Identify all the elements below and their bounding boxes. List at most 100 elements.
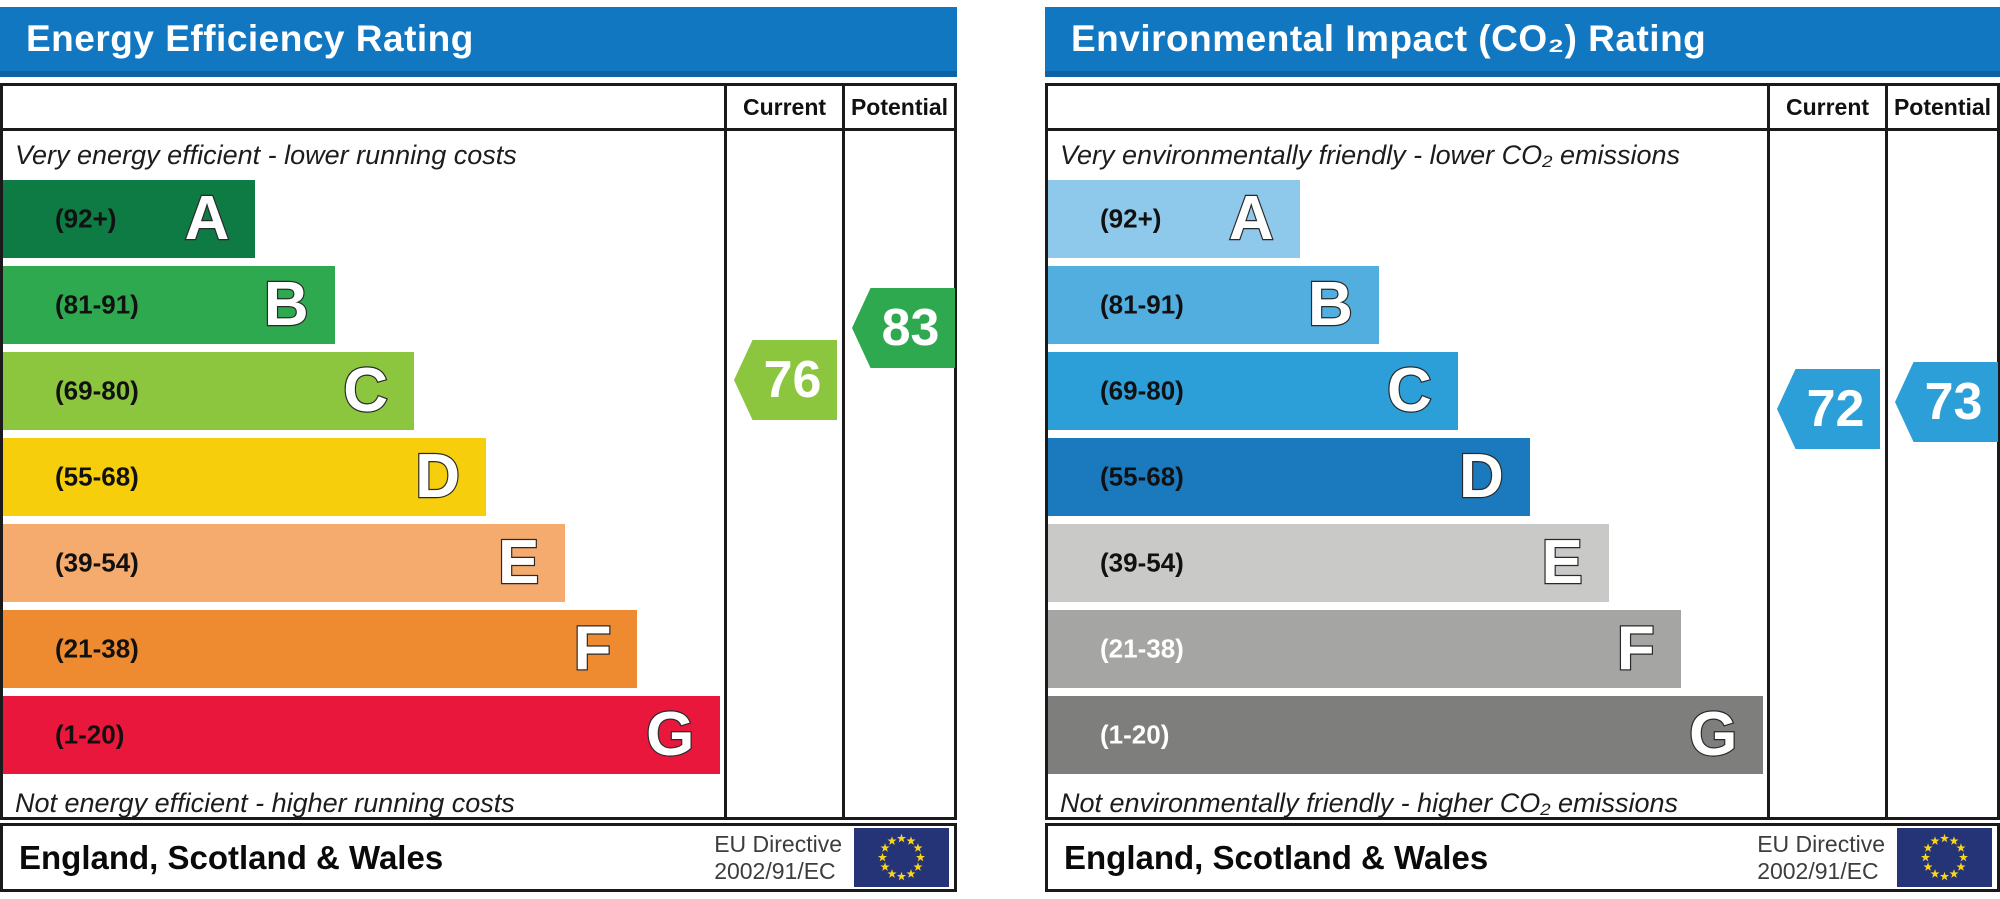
eu-flag-star	[1958, 852, 1969, 862]
band-range-label: (21-38)	[1100, 633, 1184, 664]
eu-flag-star	[896, 871, 907, 881]
eu-directive-line1: EU Directive	[1757, 831, 1885, 858]
band-range-label: (55-68)	[1100, 461, 1184, 492]
current-column-header: Current	[724, 86, 842, 131]
current-column: 72	[1767, 131, 1885, 817]
band-range-label: (92+)	[1100, 203, 1162, 234]
potential-column: 83	[842, 131, 955, 817]
eu-flag-star	[887, 836, 897, 845]
band-range-label: (1-20)	[1100, 719, 1170, 750]
eu-flag-star	[1949, 869, 1959, 878]
rating-bands: (92+) A (81-91) B (69-80) C (55-68) D (39-54) E (2…	[1048, 180, 1767, 774]
eu-flag-star	[887, 869, 897, 878]
chart-footer: England, Scotland & Wales EU Directive 2…	[1045, 823, 2000, 892]
band-range-label: (55-68)	[55, 461, 139, 492]
bottom-note: Not energy efficient - higher running co…	[15, 788, 515, 817]
band-range-label: (21-38)	[55, 633, 139, 664]
eu-flag-star	[1949, 836, 1959, 845]
band-c: (69-80) C	[1048, 352, 1458, 430]
eu-flag-star	[913, 843, 923, 852]
eu-flag-star	[877, 852, 888, 862]
eu-flag-star	[915, 852, 926, 862]
header-spacer	[3, 86, 724, 131]
band-f: (21-38) F	[1048, 610, 1681, 688]
eu-flag-star	[1920, 852, 1931, 862]
current-rating-value: 76	[763, 351, 822, 409]
band-d: (55-68) D	[3, 438, 487, 516]
eu-flag-star	[1930, 869, 1940, 878]
eu-flag-star	[913, 862, 923, 871]
band-letter: D	[414, 442, 461, 511]
band-range-label: (39-54)	[55, 547, 139, 578]
chart-title: Environmental Impact (CO₂) Rating	[1071, 18, 1707, 59]
energy-efficiency-table: Current Potential Very energy efficient …	[0, 83, 957, 820]
band-range-label: (39-54)	[1100, 547, 1184, 578]
eu-flag-star	[1939, 871, 1950, 881]
eu-flag-star	[906, 869, 916, 878]
eu-flag-star	[1930, 836, 1940, 845]
eu-flag-star	[1956, 843, 1966, 852]
band-range-label: (92+)	[55, 203, 117, 234]
top-note: Very environmentally friendly - lower CO…	[1060, 140, 1680, 170]
band-range-label: (69-80)	[1100, 375, 1184, 406]
energy-efficiency-title-bar: Energy Efficiency Rating	[0, 7, 957, 77]
band-letter: B	[1307, 270, 1354, 339]
band-range-label: (81-91)	[1100, 289, 1184, 320]
potential-rating-marker: 83	[852, 288, 955, 368]
band-g: (1-20) G	[3, 696, 721, 774]
band-letter: C	[342, 356, 389, 425]
potential-rating-value: 73	[1924, 373, 1983, 431]
bands-area: Very energy efficient - lower running co…	[3, 131, 724, 817]
top-note: Very energy efficient - lower running co…	[15, 140, 517, 170]
band-letter: B	[263, 270, 310, 339]
chart-footer: England, Scotland & Wales EU Directive 2…	[0, 823, 957, 892]
band-e: (39-54) E	[3, 524, 566, 602]
potential-rating-marker: 73	[1895, 362, 1998, 442]
band-range-label: (81-91)	[55, 289, 139, 320]
band-letter: E	[497, 528, 541, 597]
band-b: (81-91) B	[3, 266, 335, 344]
region-label: England, Scotland & Wales	[1064, 838, 1489, 876]
band-g: (1-20) G	[1048, 696, 1764, 774]
eu-flag-icon	[854, 828, 949, 887]
eu-flag-star	[1956, 862, 1966, 871]
band-b: (81-91) B	[1048, 266, 1379, 344]
eu-directive-line2: 2002/91/EC	[1757, 857, 1879, 884]
potential-column: 73	[1885, 131, 1998, 817]
band-a: (92+) A	[3, 180, 256, 258]
environmental-impact-chart: Environmental Impact (CO₂) Rating Curren…	[1045, 7, 2000, 892]
band-d: (55-68) D	[1048, 438, 1530, 516]
potential-column-header: Potential	[842, 86, 954, 131]
band-letter: A	[183, 184, 230, 253]
region-label: England, Scotland & Wales	[19, 838, 444, 876]
band-range-label: (1-20)	[55, 719, 125, 750]
bottom-note: Not environmentally friendly - higher CO…	[1060, 788, 1679, 817]
energy-efficiency-chart: Energy Efficiency Rating Current Potenti…	[0, 7, 957, 892]
eu-directive-label: EU Directive 2002/91/EC	[1757, 831, 1885, 884]
header-spacer	[1048, 86, 1767, 131]
eu-flag-icon	[1897, 828, 1992, 887]
eu-directive-line2: 2002/91/EC	[714, 857, 836, 884]
eu-flag-star	[880, 843, 890, 852]
eu-flag-star	[896, 833, 907, 843]
bands-area: Very environmentally friendly - lower CO…	[1048, 131, 1767, 817]
band-c: (69-80) C	[3, 352, 414, 430]
band-letter: A	[1228, 184, 1275, 253]
band-range-label: (69-80)	[55, 375, 139, 406]
band-a: (92+) A	[1048, 180, 1300, 258]
band-letter: G	[1688, 700, 1739, 769]
eu-flag-star	[1923, 862, 1933, 871]
current-column: 76	[724, 131, 842, 817]
band-letter: F	[1616, 614, 1656, 683]
band-letter: C	[1386, 356, 1433, 425]
band-f: (21-38) F	[3, 610, 638, 688]
environmental-impact-title-bar: Environmental Impact (CO₂) Rating	[1045, 7, 2000, 77]
current-rating-value: 72	[1806, 380, 1865, 438]
current-rating-marker: 72	[1777, 369, 1880, 449]
eu-flag-star	[1939, 833, 1950, 843]
current-column-header: Current	[1767, 86, 1885, 131]
eu-directive-label: EU Directive 2002/91/EC	[714, 831, 842, 884]
eu-directive-line1: EU Directive	[714, 831, 842, 858]
chart-title: Energy Efficiency Rating	[26, 18, 474, 59]
